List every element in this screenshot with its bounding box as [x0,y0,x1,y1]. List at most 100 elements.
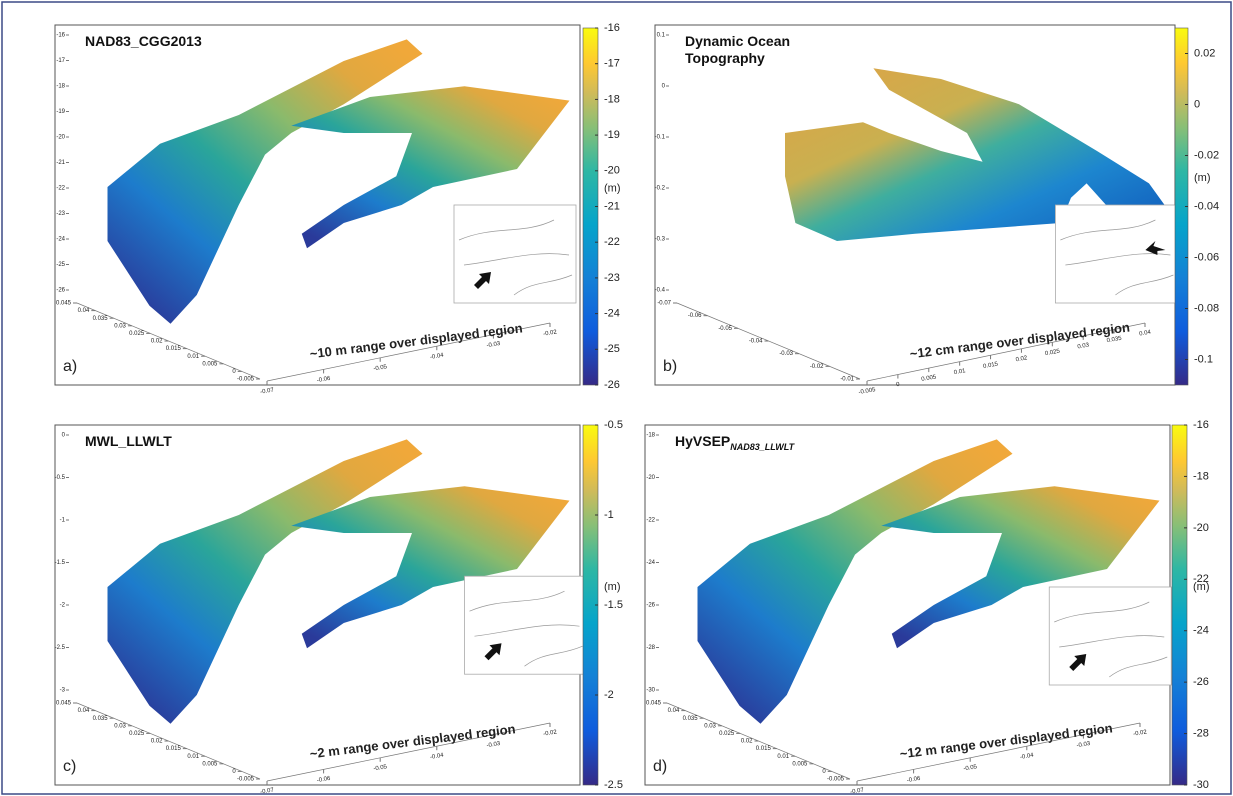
panel-title: Dynamic Ocean Topography [685,33,825,67]
colorbar-tick-label: -0.04 [1194,200,1219,212]
y-tick-label: 0.03 [114,723,126,729]
y-tick-label: 0.005 [792,761,808,767]
y-tick-label: 0.015 [166,746,182,752]
colorbar-tick-label: -25 [604,343,620,355]
x-tick-label: 0.035 [1106,336,1122,345]
y-tick-label: -0.02 [810,364,824,370]
x-tick-label: 0 [896,382,901,389]
colorbar-tick-label: -26 [604,379,620,391]
colorbar-tick-label: -24 [1193,625,1209,637]
surface [785,68,1165,241]
y-tick-label: 0.025 [719,731,735,737]
panel-title: MWL_LLWLT [85,433,285,450]
surface [291,486,570,649]
colorbar-tick-label: -17 [604,58,620,70]
x-tick-label: 0.01 [953,368,966,376]
colorbar-tick-label: -2 [604,689,614,701]
y-tick-label: -0.005 [237,377,255,383]
y-tick-label: 0 [822,769,826,775]
y-tick-label: 0.01 [777,754,789,760]
z-tick-label: -0.4 [655,288,666,294]
z-tick-label: 0.1 [657,33,666,39]
z-tick-label: -16 [56,33,65,39]
inset-coast [469,590,583,667]
y-tick-label: 0.045 [56,301,72,307]
y-tick-label: 0.005 [202,361,218,367]
y-tick-label: 0.025 [129,331,145,337]
colorbar-tick-label: 0 [1194,98,1200,110]
colorbar-tick-label: -20 [604,165,620,177]
surface [107,39,423,324]
x-tick-label: -0.07 [260,387,275,395]
surface [697,439,1013,724]
colorbar-tick-label: -0.02 [1194,149,1219,161]
z-tick-label: -18 [56,84,65,90]
title-subscript: NAD83_LLWLT [730,441,795,452]
surface [881,486,1160,649]
surface [291,86,570,249]
z-tick-label: -25 [56,262,65,268]
inset-coast [1060,219,1174,296]
y-tick-label: 0.01 [187,754,199,760]
x-tick-label: -0.03 [1076,741,1091,749]
panel-title: HyVSEPNAD83_LLWLT [675,433,935,456]
x-tick-label: -0.05 [963,764,978,772]
x-tick-label: -0.02 [543,729,558,737]
title-text: MWL_LLWLT [85,433,172,449]
z-tick-label: -1.5 [55,560,66,566]
colorbar-tick-label: -20 [1193,522,1209,534]
panel-title: NAD83_CGG2013 [85,33,285,50]
colorbar-tick-label: -0.5 [604,419,623,431]
x-tick-label: 0.04 [1139,329,1152,337]
y-tick-label: 0 [232,369,236,375]
colorbar-tick-label: -30 [1193,779,1209,791]
z-tick-label: -24 [646,560,655,566]
colorbar-tick-label: -22 [1193,573,1209,585]
y-tick-label: 0.02 [151,339,163,345]
panel-label: c) [63,758,76,775]
z-tick-label: -26 [56,288,65,294]
z-tick-label: -0.1 [655,135,666,141]
x-tick-label: -0.05 [373,364,388,372]
colorbar-tick-label: -23 [604,272,620,284]
colorbar-tick-label: -22 [604,236,620,248]
z-tick-label: -0.3 [655,237,666,243]
x-tick-label: -0.05 [373,764,388,772]
z-tick-label: -22 [56,186,65,192]
colorbar-tick-label: -26 [1193,676,1209,688]
y-tick-label: 0.035 [93,316,109,322]
x-tick-label: -0.07 [260,787,275,795]
y-tick-label: 0.01 [187,354,199,360]
x-tick-label: 0.02 [1015,355,1028,363]
x-tick-label: -0.07 [850,787,865,795]
y-tick-label: -0.03 [779,351,793,357]
y-tick-label: 0.02 [741,739,753,745]
y-tick-label: -0.01 [840,377,854,383]
panel-label: a) [63,358,77,375]
z-tick-label: -18 [646,433,655,439]
x-tick-label: -0.04 [430,753,445,761]
inset-arrow [1145,241,1166,255]
z-tick-label: -2 [60,603,66,609]
x-tick-label: -0.005 [858,387,876,396]
z-tick-label: -2.5 [55,645,66,651]
panel-label: b) [663,358,677,375]
y-tick-label: -0.04 [749,339,763,345]
y-tick-label: -0.005 [237,777,255,783]
y-tick-label: 0.045 [56,701,72,707]
colorbar-tick-label: -24 [604,308,620,320]
x-tick-label: -0.06 [906,776,921,784]
x-tick-label: 0.005 [921,374,937,383]
y-tick-label: 0.005 [202,761,218,767]
inset-arrow [1069,654,1087,671]
y-tick-label: -0.07 [657,301,671,307]
x-axis [266,322,551,382]
colorbar-tick-label: -0.06 [1194,251,1219,263]
z-tick-label: -30 [646,688,655,694]
y-tick-label: 0.03 [704,723,716,729]
inset-coast [1054,601,1168,678]
x-tick-label: -0.03 [486,341,501,349]
inset-arrow [484,643,502,661]
